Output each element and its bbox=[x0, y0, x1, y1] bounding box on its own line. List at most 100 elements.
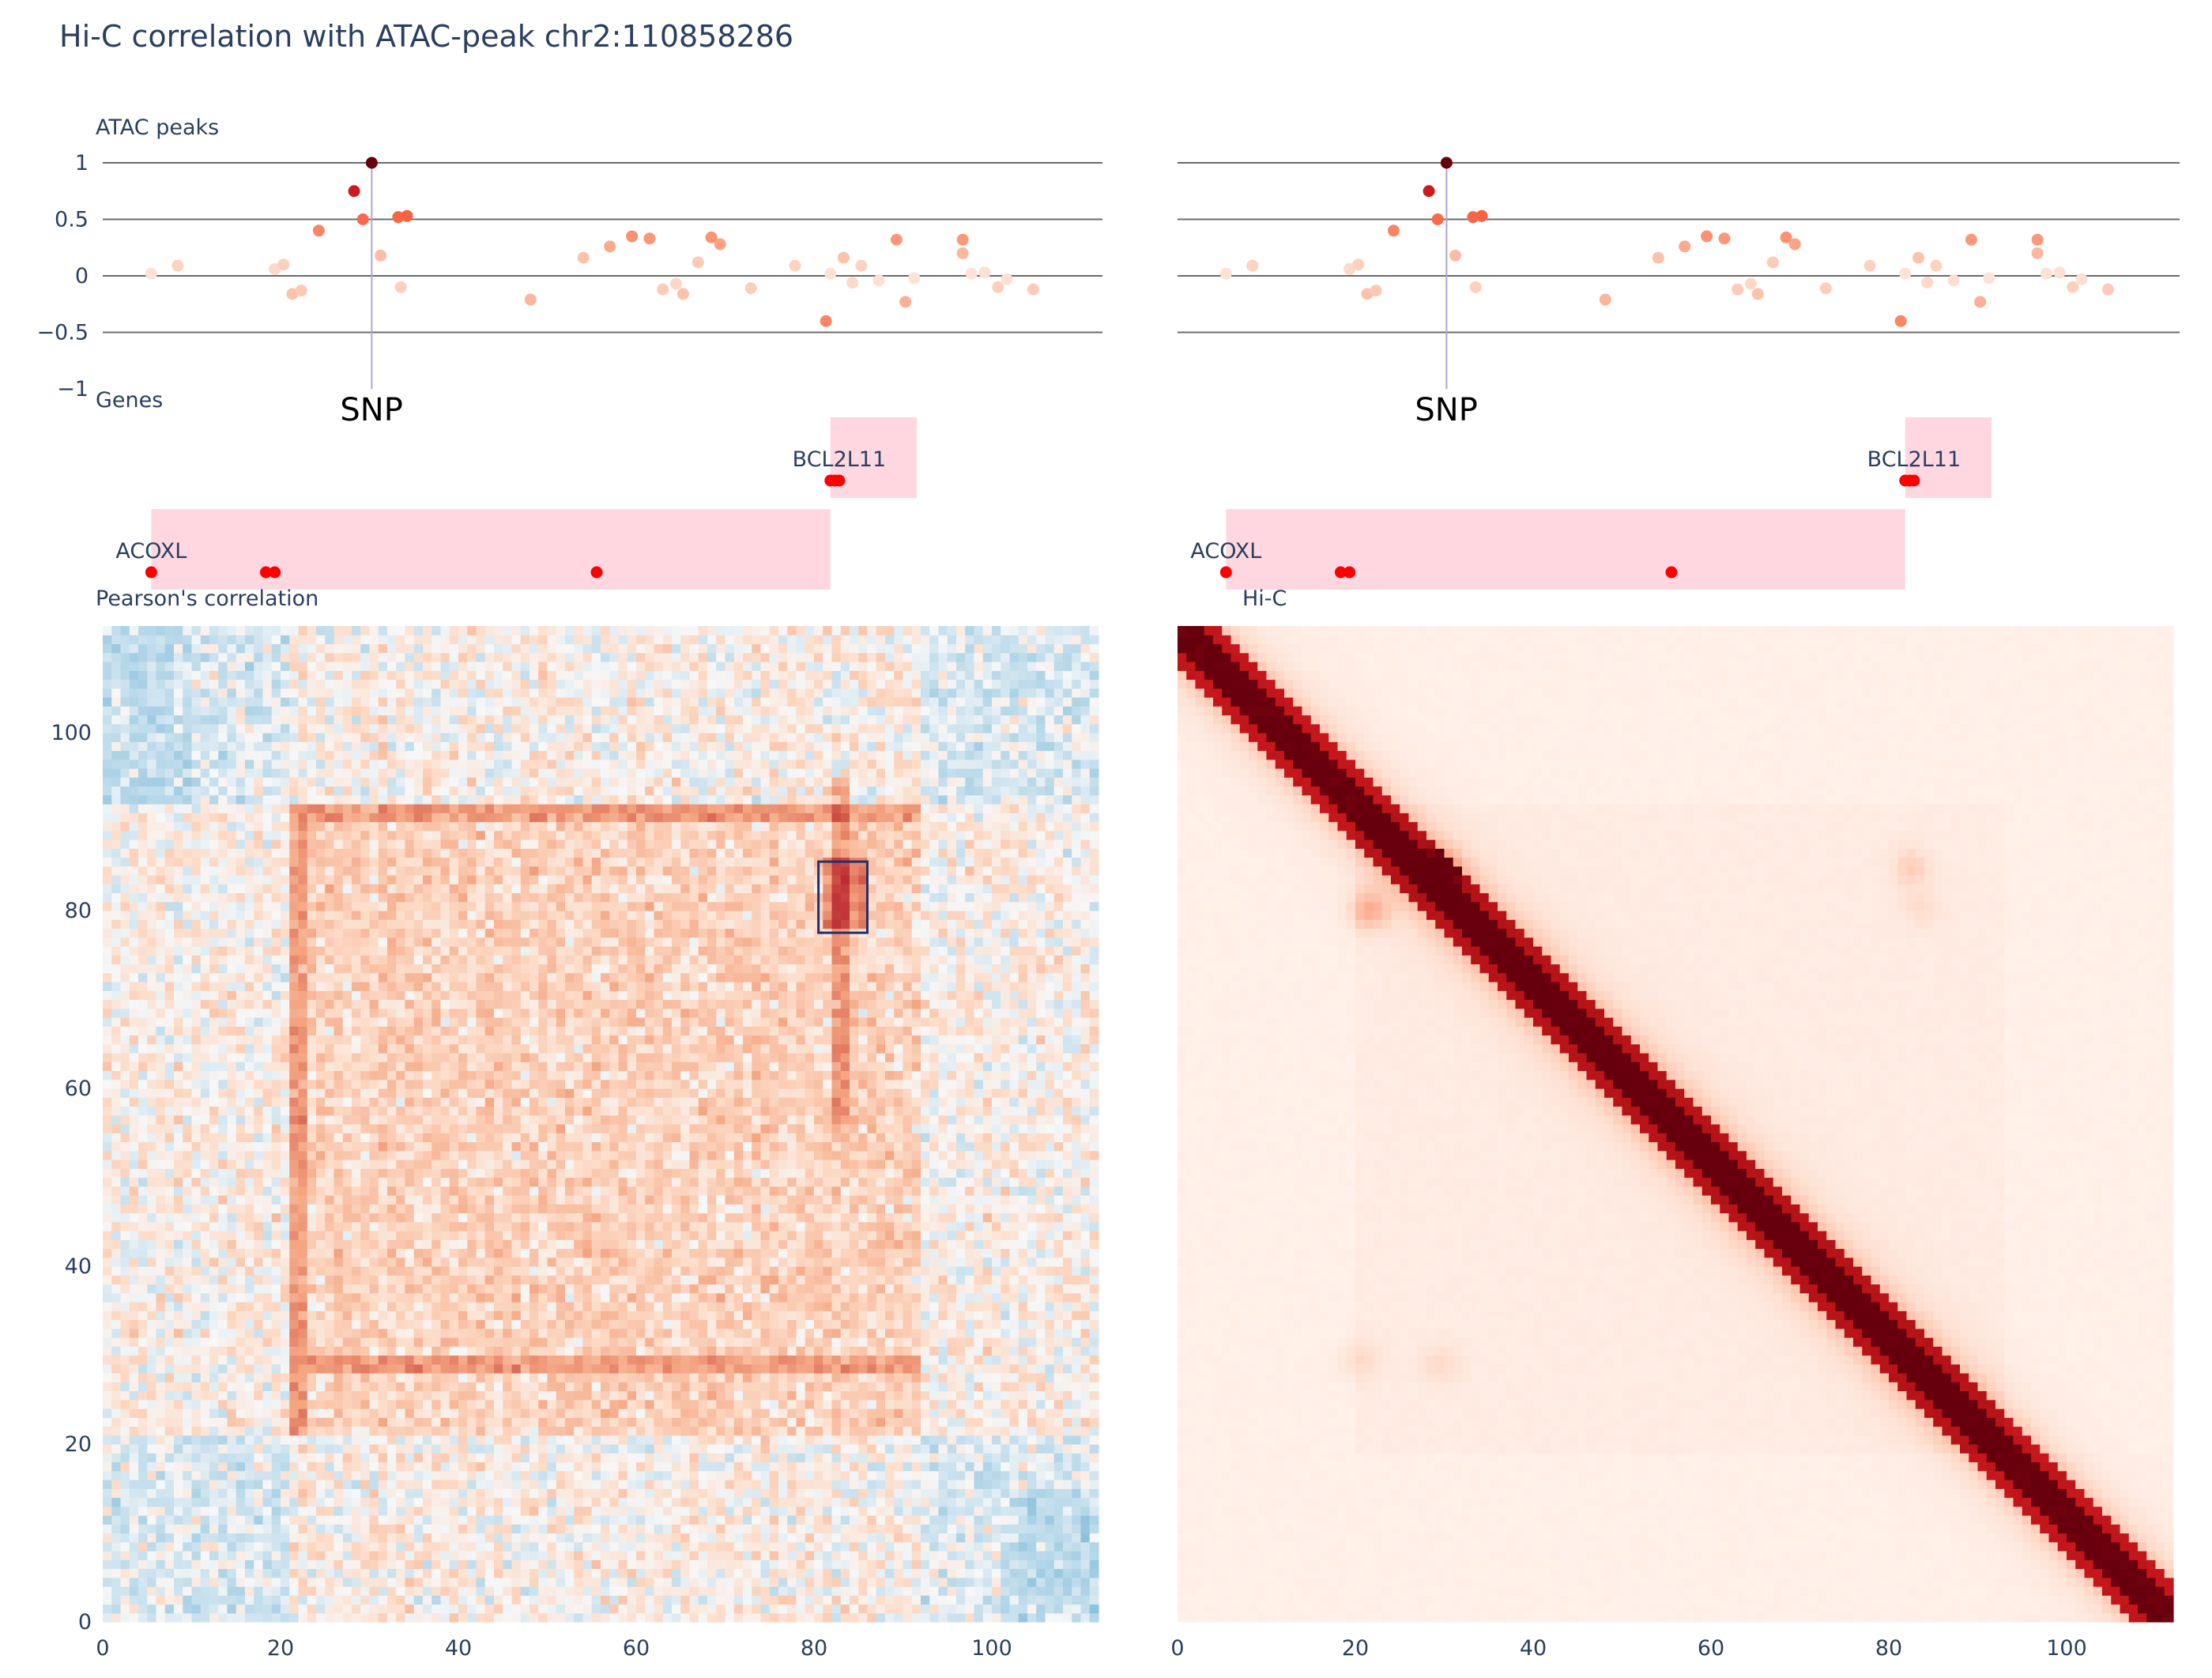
pearson-heatmap-panel: Pearson's correlation0 20 40 60 80 1000204060… bbox=[51, 586, 1098, 1661]
pearson-cell bbox=[1046, 1613, 1055, 1623]
pearson-cell bbox=[503, 1391, 512, 1401]
pearson-cell bbox=[770, 1569, 779, 1578]
pearson-cell bbox=[174, 1373, 183, 1382]
pearson-cell bbox=[1046, 1275, 1055, 1284]
atac-y-tick-label: 0.5 bbox=[55, 208, 89, 232]
pearson-cell bbox=[343, 1586, 352, 1596]
pearson-cell bbox=[814, 1293, 823, 1303]
pearson-cell bbox=[521, 1533, 530, 1543]
pearson-cell bbox=[974, 1586, 984, 1596]
pearson-cell bbox=[396, 1444, 405, 1454]
pearson-cell bbox=[734, 1258, 744, 1267]
pearson-cell bbox=[894, 1427, 903, 1436]
pearson-cell bbox=[147, 1310, 156, 1320]
pearson-cell bbox=[645, 1586, 654, 1596]
pearson-cell bbox=[121, 1462, 130, 1472]
pearson-cell bbox=[299, 1427, 308, 1436]
pearson-cell bbox=[592, 1604, 601, 1614]
pearson-cell bbox=[467, 1559, 477, 1569]
pearson-cell bbox=[752, 1444, 761, 1454]
pearson-cell bbox=[431, 1249, 441, 1258]
pearson-cell bbox=[192, 1302, 202, 1311]
pearson-cell bbox=[325, 1480, 334, 1489]
pearson-cell bbox=[307, 1569, 317, 1578]
pearson-cell bbox=[707, 1400, 717, 1409]
pearson-cell bbox=[360, 1320, 370, 1329]
pearson-cell bbox=[948, 1293, 957, 1303]
pearson-cell bbox=[1019, 1462, 1028, 1472]
pearson-cell bbox=[307, 1506, 317, 1516]
pearson-cell bbox=[156, 1329, 166, 1338]
pearson-cell bbox=[929, 1346, 939, 1356]
pearson-cell bbox=[343, 1249, 352, 1258]
pearson-cell bbox=[965, 1462, 974, 1472]
pearson-cell bbox=[521, 1266, 530, 1276]
pearson-cell bbox=[1000, 1408, 1010, 1418]
pearson-cell bbox=[680, 1524, 690, 1533]
pearson-cell bbox=[521, 1506, 530, 1516]
pearson-cell bbox=[103, 1356, 112, 1365]
pearson-cell bbox=[192, 1604, 202, 1614]
pearson-cell bbox=[1081, 1542, 1091, 1552]
pearson-cell bbox=[1081, 1506, 1091, 1516]
pearson-cell bbox=[254, 1337, 263, 1347]
pearson-cell bbox=[680, 1435, 690, 1445]
pearson-cell bbox=[370, 1356, 379, 1365]
pearson-cell bbox=[645, 1356, 654, 1365]
pearson-cell bbox=[1054, 1275, 1064, 1284]
pearson-cell bbox=[396, 1586, 405, 1596]
pearson-cell bbox=[281, 1408, 290, 1418]
pearson-cell bbox=[360, 1373, 370, 1382]
pearson-cell bbox=[1000, 1498, 1010, 1507]
pearson-cell bbox=[956, 1249, 966, 1258]
pearson-cell bbox=[663, 1427, 673, 1436]
pearson-cell bbox=[787, 1356, 797, 1365]
pearson-cell bbox=[627, 1258, 637, 1267]
pearson-cell bbox=[850, 1258, 859, 1267]
pearson-cell bbox=[441, 1239, 450, 1249]
pearson-cell bbox=[387, 1569, 397, 1578]
pearson-cell bbox=[236, 1302, 246, 1311]
pearson-cell bbox=[289, 1506, 299, 1516]
pearson-cell bbox=[761, 1613, 771, 1623]
pearson-cell bbox=[814, 1506, 823, 1516]
pearson-cell bbox=[414, 1613, 424, 1623]
atac-point bbox=[1000, 273, 1012, 285]
pearson-cell bbox=[601, 1239, 610, 1249]
pearson-cell bbox=[477, 1249, 486, 1258]
pearson-cell bbox=[743, 1249, 752, 1258]
atac-point bbox=[643, 232, 655, 244]
pearson-cell bbox=[680, 1471, 690, 1480]
pearson-cell bbox=[716, 1239, 725, 1249]
pearson-cell bbox=[1036, 1498, 1046, 1507]
pearson-cell bbox=[654, 1515, 664, 1525]
pearson-cell bbox=[121, 1356, 130, 1365]
pearson-cell bbox=[1063, 1275, 1072, 1284]
pearson-cell bbox=[556, 1444, 566, 1454]
pearson-cell bbox=[601, 1586, 610, 1596]
pearson-cell bbox=[1063, 1515, 1072, 1525]
pearson-cell bbox=[156, 1595, 166, 1604]
pearson-cell bbox=[334, 1249, 344, 1258]
pearson-cell bbox=[548, 1337, 557, 1347]
pearson-cell bbox=[1019, 1417, 1028, 1427]
pearson-cell bbox=[752, 1391, 761, 1401]
atac-point bbox=[1441, 157, 1453, 169]
pearson-cell bbox=[1046, 1364, 1055, 1374]
pearson-cell bbox=[1072, 1515, 1081, 1525]
pearson-cell bbox=[165, 1364, 175, 1374]
pearson-cell bbox=[850, 1559, 859, 1569]
pearson-cell bbox=[299, 1337, 308, 1347]
pearson-cell bbox=[209, 1444, 219, 1454]
pearson-cell bbox=[752, 1266, 761, 1276]
pearson-cell bbox=[548, 1604, 557, 1614]
pearson-cell bbox=[956, 1533, 966, 1543]
pearson-cell bbox=[850, 1337, 859, 1347]
pearson-cell bbox=[121, 1506, 130, 1516]
pearson-cell bbox=[663, 1578, 673, 1587]
pearson-cell bbox=[130, 1542, 139, 1552]
pearson-cell bbox=[325, 1408, 334, 1418]
pearson-cell bbox=[850, 1249, 859, 1258]
pearson-cell bbox=[138, 1310, 148, 1320]
pearson-cell bbox=[858, 1498, 868, 1507]
